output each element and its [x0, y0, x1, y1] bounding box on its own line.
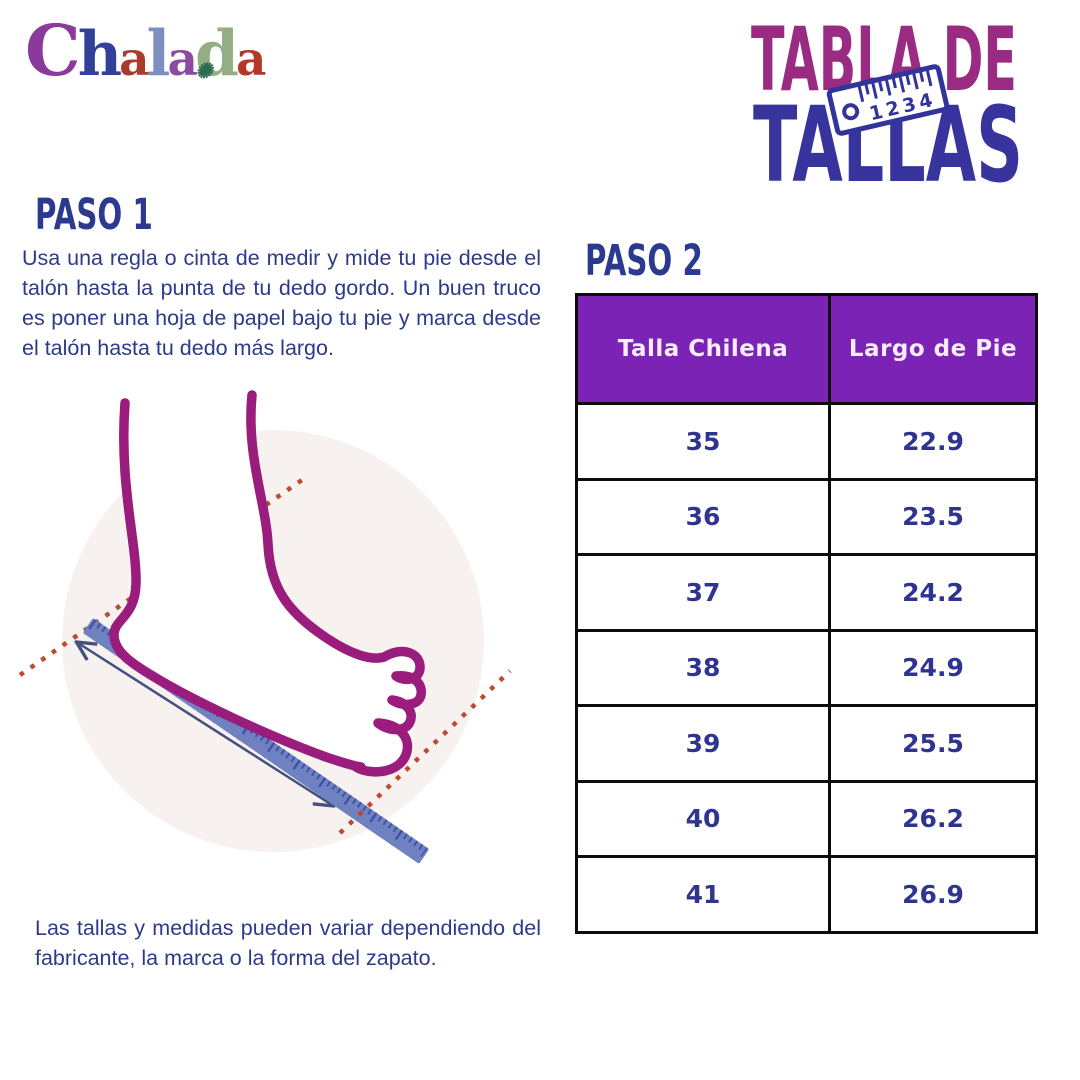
logo-letter: C [25, 9, 81, 92]
measuring-tape-icon: 1 2 3 4 [826, 64, 950, 136]
talla-value: 41 [575, 855, 831, 934]
foot-outline [109, 390, 426, 777]
column-header-largo: Largo de Pie [828, 293, 1038, 405]
toe-dotted-line [338, 669, 512, 835]
largo-value: 26.9 [828, 855, 1038, 934]
largo-value: 23.5 [828, 477, 1038, 556]
table-row: 41 26.9 [575, 855, 1038, 934]
step1-heading: PASO 1 [35, 190, 153, 240]
largo-value: 26.2 [828, 779, 1038, 858]
largo-value: 22.9 [828, 402, 1038, 481]
footnote: Las tallas y medidas pueden variar depen… [35, 916, 541, 970]
brand-logo: Chalada ✺ [25, 9, 267, 92]
page-title: TABLA DE TALLAS 1 2 3 4 [751, 8, 1023, 200]
table-row: 40 26.2 [575, 779, 1038, 858]
largo-value: 24.9 [828, 628, 1038, 707]
table-row: 37 24.2 [575, 553, 1038, 632]
talla-value: 36 [575, 477, 831, 556]
column-header-talla: Talla Chilena [575, 293, 831, 405]
foot-fill [113, 395, 421, 769]
table-row: 39 25.5 [575, 704, 1038, 783]
logo-letter: a [119, 32, 150, 87]
talla-value: 40 [575, 779, 831, 858]
talla-value: 37 [575, 553, 831, 632]
measure-arrow-icon [78, 643, 332, 805]
largo-value: 24.2 [828, 553, 1038, 632]
table-row: 36 23.5 [575, 477, 1038, 556]
foot-measurement-illustration [18, 390, 512, 864]
size-table: Talla Chilena Largo de Pie 35 22.9 36 23… [575, 293, 1038, 934]
step1-instructions: Usa una regla o cinta de medir y mide tu… [22, 246, 541, 360]
talla-value: 38 [575, 628, 831, 707]
largo-value: 25.5 [828, 704, 1038, 783]
step2-heading: PASO 2 [585, 236, 703, 286]
table-row: 35 22.9 [575, 402, 1038, 481]
logo-letter: a [236, 32, 267, 87]
talla-value: 35 [575, 402, 831, 481]
logo-flower-icon: ✺ [195, 58, 213, 83]
logo-letter: d [194, 16, 239, 90]
logo-letter: a [167, 32, 198, 87]
table-row: 38 24.9 [575, 628, 1038, 707]
talla-value: 39 [575, 704, 831, 783]
logo-letter: h [77, 19, 122, 90]
logo-letter: l [146, 16, 171, 90]
table-header-row: Talla Chilena Largo de Pie [575, 293, 1038, 405]
